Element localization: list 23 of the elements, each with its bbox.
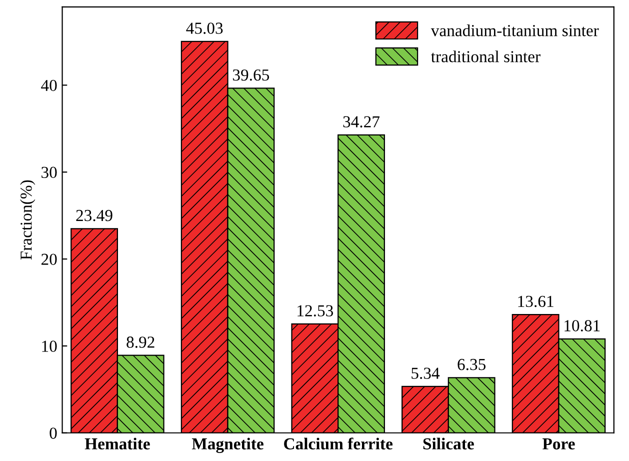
x-tick-label: Calcium ferrite — [284, 438, 392, 450]
data-label: 10.81 — [564, 320, 600, 332]
y-tick-label: 20 — [41, 254, 57, 265]
y-tick-label: 0 — [50, 428, 57, 439]
y-axis-title: Fraction(%) — [20, 180, 36, 260]
data-label: 5.34 — [412, 368, 440, 379]
y-tick-label: 10 — [42, 340, 57, 352]
x-tick-label: Magnetite — [192, 438, 264, 453]
x-tick-label: Hematite — [84, 438, 150, 450]
y-tick-label: 30 — [42, 166, 57, 178]
data-label: 6.35 — [458, 358, 486, 370]
data-label: 34.27 — [343, 116, 380, 128]
data-label: 12.53 — [298, 305, 334, 316]
legend-label: traditional sinter — [431, 50, 540, 62]
y-tick-label: 40 — [41, 80, 57, 92]
data-label: 8.92 — [126, 336, 154, 348]
data-label: 45.03 — [186, 22, 223, 34]
x-tick-label: Silicate — [423, 438, 474, 450]
data-label: 39.65 — [232, 69, 270, 81]
x-tick-label: Pore — [542, 438, 575, 450]
data-label: 13.61 — [518, 296, 554, 308]
legend-label: vanadium-titanium sinter — [430, 24, 599, 36]
data-label: 23.49 — [76, 210, 112, 222]
